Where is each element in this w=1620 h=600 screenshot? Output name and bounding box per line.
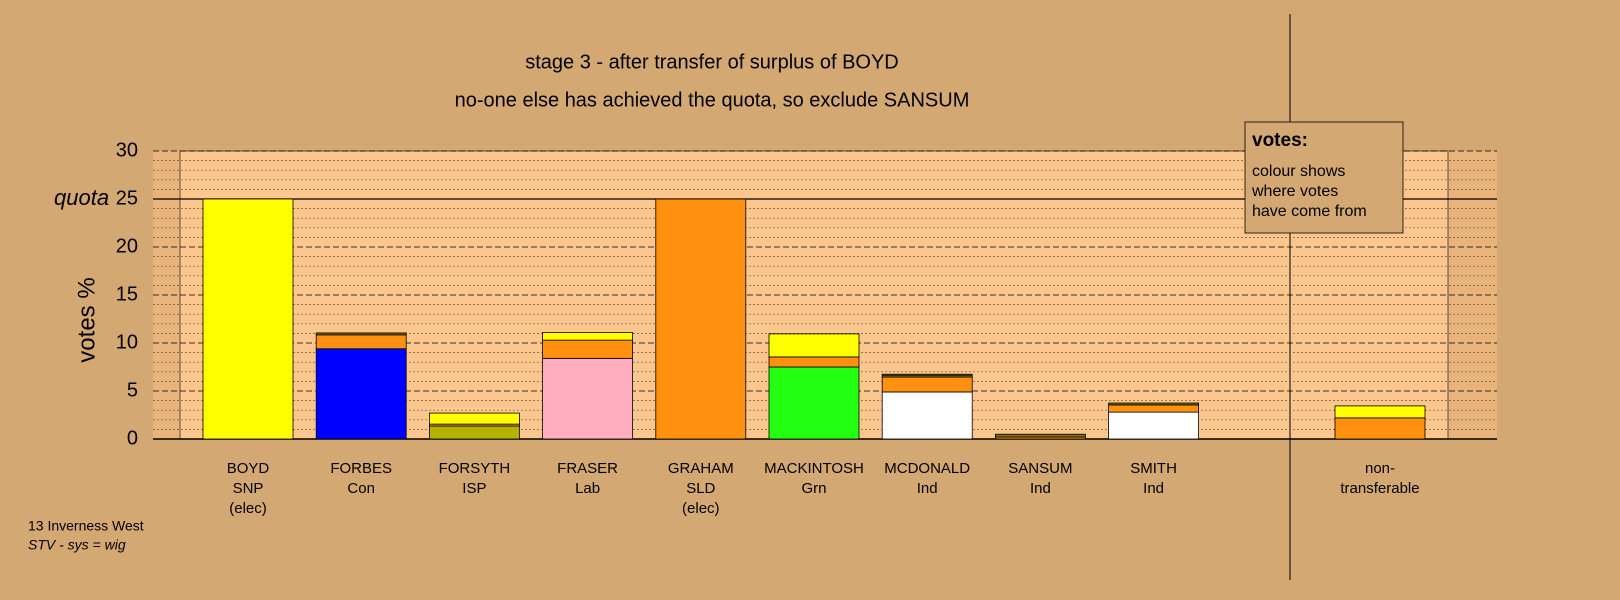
y-tick-label: 5: [127, 379, 138, 401]
bar-segment: [315, 332, 407, 336]
x-tick-label: BOYD: [227, 460, 270, 477]
x-tick-label: Lab: [575, 480, 600, 497]
bar-segment: [428, 412, 520, 425]
bar-segment: [881, 373, 973, 376]
bar-segment: [315, 334, 407, 350]
y-tick-label: 15: [116, 283, 138, 305]
bar-segment: [1334, 405, 1426, 419]
x-tick-label: FRASER: [557, 460, 618, 477]
bar-segment: [1334, 417, 1426, 440]
x-tick-label: SMITH: [1130, 460, 1177, 477]
bar-segment: [202, 198, 294, 440]
legend-title: votes:: [1252, 130, 1308, 151]
bar-segment: [881, 391, 973, 440]
bar-segment: [428, 425, 520, 440]
x-tick-label: non-: [1365, 460, 1395, 477]
y-tick-label: 25: [116, 187, 138, 209]
y-axis-label: votes %: [73, 277, 100, 362]
legend-text: have come from: [1252, 203, 1367, 220]
y-tick-label: 0: [127, 427, 138, 449]
bar-segment: [995, 433, 1086, 438]
legend-text: colour shows: [1252, 163, 1345, 180]
footnote: STV - sys = wig: [28, 537, 126, 553]
bar-segment: [542, 332, 633, 341]
x-tick-label: SNP: [233, 480, 264, 497]
chart-title: stage 3 - after transfer of surplus of B…: [525, 51, 899, 73]
y-tick-label: 20: [116, 235, 138, 257]
bar-segment: [1108, 411, 1199, 440]
x-tick-label: MCDONALD: [884, 460, 970, 477]
bar-segment: [881, 376, 973, 393]
x-tick-label: FORBES: [330, 460, 392, 477]
x-tick-label: ISP: [462, 480, 486, 497]
bar-segment: [768, 356, 860, 368]
x-tick-label: Ind: [1143, 480, 1164, 497]
x-tick-label: Ind: [1030, 480, 1051, 497]
x-tick-label: Ind: [917, 480, 938, 497]
x-tick-label: SLD: [686, 480, 715, 497]
x-tick-label: GRAHAM: [668, 460, 734, 477]
bar-segment: [768, 366, 860, 440]
x-tick-label: transferable: [1340, 480, 1419, 497]
x-tick-label: (elec): [229, 500, 267, 517]
y-tick-label: 10: [116, 331, 138, 353]
bar-segment: [542, 357, 633, 440]
footnote: 13 Inverness West: [28, 518, 144, 534]
x-tick-label: FORSYTH: [439, 460, 511, 477]
x-tick-label: SANSUM: [1008, 460, 1072, 477]
chart-subtitle: no-one else has achieved the quota, so e…: [455, 89, 970, 111]
x-tick-label: Grn: [801, 480, 826, 497]
bar-segment: [1108, 404, 1199, 413]
bar-segment: [542, 339, 633, 359]
quota-label: quota: [54, 185, 109, 210]
bar-segment: [768, 333, 860, 358]
x-tick-label: Con: [347, 480, 375, 497]
bar-segment: [315, 348, 407, 440]
y-tick-label: 30: [116, 139, 138, 161]
bar-segment: [655, 198, 747, 440]
legend-box: [1244, 121, 1404, 234]
bar-segment: [1108, 402, 1199, 406]
x-tick-label: (elec): [682, 500, 720, 517]
x-tick-label: MACKINTOSH: [764, 460, 864, 477]
legend-text: where votes: [1251, 183, 1338, 200]
